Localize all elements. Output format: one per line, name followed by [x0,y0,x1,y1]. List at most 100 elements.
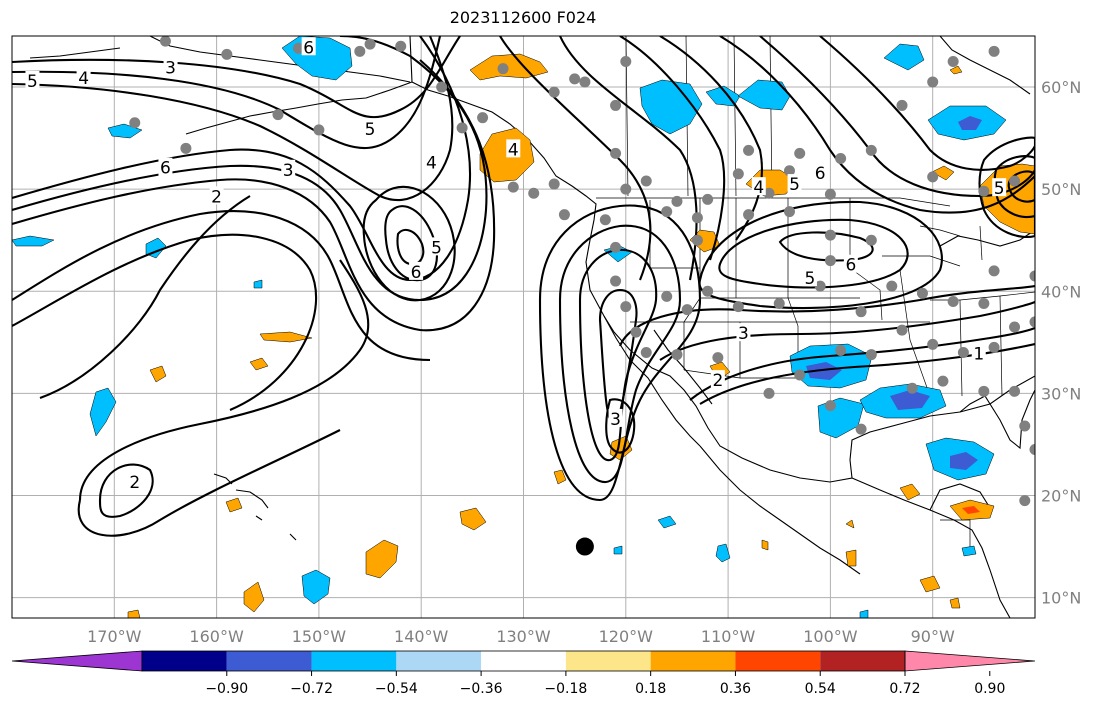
station-dot [569,73,581,85]
colorbar-tick-label: 0.90 [974,681,1005,697]
contour-label: 1 [973,345,984,365]
station-dot [681,304,693,316]
station-dot [272,109,284,121]
contour-label: 3 [738,324,749,344]
station-dot [671,349,683,361]
contour-label-bg [25,70,40,89]
gridlines [12,36,1035,618]
contour-label: 5 [431,238,442,258]
station-dot [610,275,622,287]
station-dot [497,63,509,75]
station-dot [927,76,939,88]
station-dot [671,195,683,207]
colorbar-tick-label: −0.54 [375,681,418,697]
station-dot [610,99,622,111]
lat-tick-label: 30°N [1041,384,1081,403]
contour-label-bg [76,67,91,86]
station-dot [436,81,448,93]
lat-tick-label: 50°N [1041,180,1081,199]
contour-label-bg [363,118,378,137]
contour-label: 2 [712,371,723,391]
colorbar-segment [565,651,651,671]
contour-label-bg [751,177,766,196]
station-dots [129,36,1035,507]
station-dot [1009,385,1021,397]
contour-label-bg [301,37,316,56]
station-dot [558,209,570,221]
station-dot [896,324,908,336]
colorbar-segment [142,651,227,671]
contour-label-bg [127,472,142,491]
colorbar-segment [311,651,397,671]
coastline-alaska-peninsula [185,81,413,135]
station-dot [947,295,959,307]
station-dot [702,285,714,297]
station-dot [824,188,836,200]
station-dot [640,347,652,359]
station-dot [712,352,724,364]
station-dot [927,171,939,183]
station-dot [916,287,928,299]
contour-label: 3 [283,161,294,181]
coastline-alaska-north [149,36,411,83]
contour-label: 6 [845,256,856,276]
colorbar-segment [650,651,736,671]
station-dot [824,229,836,241]
station-dot [1029,270,1035,282]
station-dot [783,165,795,177]
station-dot [548,178,560,190]
contour-label: 6 [815,164,826,184]
colorbar-tick-label: 0.54 [805,681,836,697]
station-dot [763,187,775,199]
station-dot [620,183,632,195]
contour-lines [12,36,1035,537]
coastline-great-lakes [939,231,1033,247]
station-dot [743,144,755,156]
contour-label: 3 [165,59,176,79]
contour-label-bg [787,174,802,193]
contour-label-bg [710,370,725,389]
station-dot [906,382,918,394]
contour-label: 6 [303,38,314,58]
station-dot [732,301,744,313]
contour-label-bg [409,261,424,280]
colorbar-tick-label: 0.18 [635,681,666,697]
station-dot [732,168,744,180]
station-dot [927,338,939,350]
coastline-florida [959,389,1035,450]
contour-label-bg [429,237,444,256]
station-dot [180,142,192,154]
contour-label: 2 [211,187,222,207]
station-dot [794,147,806,159]
contour-label-bg [281,159,296,178]
lon-tick-label: 140°W [394,627,449,646]
station-dot [579,76,591,88]
station-dot [988,45,1000,57]
colorbar-tick-label: −0.36 [460,681,503,697]
lat-tick-label: 60°N [1041,78,1081,97]
station-dot [1029,444,1035,456]
station-dot [865,349,877,361]
station-dot [610,147,622,159]
coastline-yucatan [851,477,1011,618]
station-dot [620,301,632,313]
coastline-hudson-bay [939,36,1031,95]
colorbar-segment [820,651,905,671]
station-dot [957,347,969,359]
contour-label: 5 [27,72,38,92]
station-dot [783,206,795,218]
station-dot [548,86,560,98]
station-dot [855,423,867,435]
colorbar-extend-high [904,650,1036,672]
colorbar-tick-label: −0.18 [544,681,587,697]
lon-tick-label: 100°W [803,627,858,646]
contour-label: 4 [78,69,89,89]
contour-label: 2 [129,473,140,493]
station-dot [1009,321,1021,333]
colorbar-extend-low [11,650,143,672]
colorbar-frame [141,650,906,672]
station-dot [824,255,836,267]
station-dot [477,112,489,124]
